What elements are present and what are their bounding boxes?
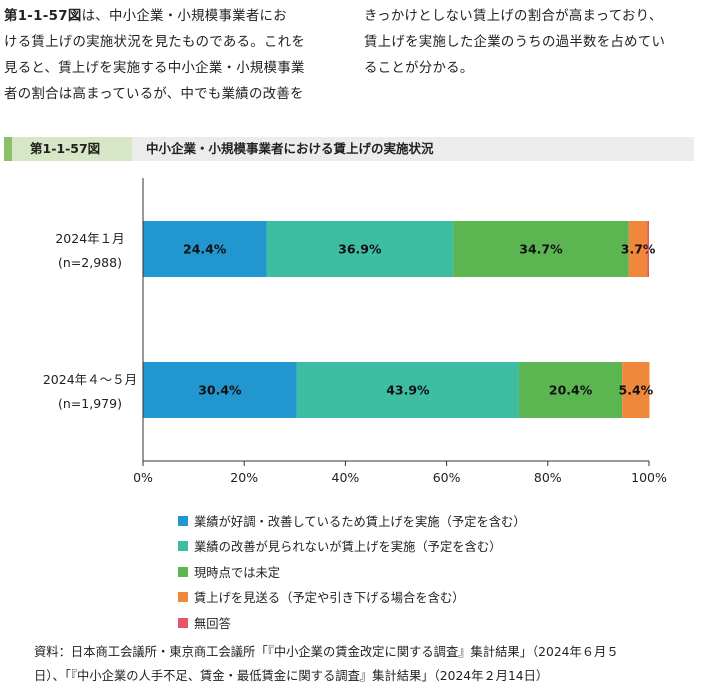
data-label: 36.9% bbox=[338, 242, 382, 257]
figure-number: 第1-1-57図 bbox=[12, 137, 132, 161]
legend-label: 業績が好調・改善しているため賃上げを実施（予定を含む） bbox=[194, 514, 526, 529]
data-label: 34.7% bbox=[519, 242, 563, 257]
legend-label: 無回答 bbox=[194, 616, 231, 631]
legend-swatch bbox=[178, 541, 188, 552]
legend-item: 無回答 bbox=[178, 610, 526, 636]
intro-right-column: きっかけとしない賃上げの割合が高まっており、 賃上げを実施した企業のうちの過半数… bbox=[364, 4, 699, 82]
title-accent bbox=[4, 137, 12, 161]
intro-line: ることが分かる。 bbox=[364, 61, 474, 76]
category-label: 2024年４～５月 bbox=[43, 372, 137, 387]
source-line: 資料：日本商工会議所・東京商工会議所「『中小企業の賃金改定に関する調査』集計結果… bbox=[34, 645, 619, 659]
data-label: 20.4% bbox=[549, 383, 593, 398]
source-note: 資料：日本商工会議所・東京商工会議所「『中小企業の賃金改定に関する調査』集計結果… bbox=[34, 640, 674, 688]
bar-segment bbox=[296, 362, 519, 418]
intro-line: 第1-1-57図は、中小企業・小規模事業者にお bbox=[4, 4, 349, 30]
bar-segment bbox=[647, 221, 649, 277]
intro-line: ける賃上げの実施状況を見たものである。これを bbox=[4, 35, 306, 50]
legend-label: 業績の改善が見られないが賃上げを実施（予定を含む） bbox=[194, 540, 502, 555]
legend-item: 業績が好調・改善しているため賃上げを実施（予定を含む） bbox=[178, 508, 526, 534]
bar-segment bbox=[628, 221, 648, 277]
legend-item: 業績の改善が見られないが賃上げを実施（予定を含む） bbox=[178, 534, 526, 560]
bar-segment bbox=[143, 362, 297, 418]
stacked-bar-chart: 24.4% 36.9% 34.7% 3.7% 2024年１月 (n=2,988) 30.4%… bbox=[43, 178, 667, 485]
x-tick-label: 100% bbox=[631, 470, 667, 485]
data-label: 43.9% bbox=[386, 383, 430, 398]
source-line: 日）、「『中小企業の人手不足、賃金・最低賃金に関する調査』集計結果」（2024年… bbox=[34, 669, 549, 683]
category-count-label: (n=1,979) bbox=[58, 396, 122, 411]
category-count-label: (n=2,988) bbox=[58, 255, 122, 270]
legend-swatch bbox=[178, 617, 188, 628]
x-tick-label: 0% bbox=[133, 470, 153, 485]
data-label: 5.4% bbox=[619, 383, 654, 398]
legend-label: 賃上げを見送る（予定や引き下げる場合を含む） bbox=[194, 591, 465, 606]
intro-line: きっかけとしない賃上げの割合が高まっており、 bbox=[364, 9, 663, 24]
chart-legend: 業績が好調・改善しているため賃上げを実施（予定を含む） 業績の改善が見られないが賃… bbox=[178, 508, 526, 636]
legend-swatch bbox=[178, 515, 188, 526]
x-tick-label: 60% bbox=[433, 470, 461, 485]
figure-reference: 第1-1-57図 bbox=[4, 9, 82, 24]
figure-title-bar: 第1-1-57図 中小企業・小規模事業者における賃上げの実施状況 bbox=[4, 137, 694, 161]
intro-line: 見ると、賃上げを実施する中小企業・小規模事業 bbox=[4, 61, 305, 76]
bar-segment bbox=[453, 221, 629, 277]
intro-text: は、中小企業・小規模事業者にお bbox=[81, 9, 287, 24]
intro-line: 者の割合は高まっているが、中でも業績の改善を bbox=[4, 87, 304, 102]
bar-segment bbox=[518, 362, 623, 418]
x-tick-label: 20% bbox=[230, 470, 258, 485]
legend-item: 賃上げを見送る（予定や引き下げる場合を含む） bbox=[178, 585, 526, 611]
bar-segment bbox=[143, 221, 267, 277]
bar-segment bbox=[622, 362, 650, 418]
legend-item: 現時点では未定 bbox=[178, 559, 526, 585]
x-tick-label: 40% bbox=[332, 470, 360, 485]
intro-line: 賃上げを実施した企業のうちの過半数を占めてい bbox=[364, 35, 666, 50]
data-label: 30.4% bbox=[198, 383, 242, 398]
data-label: 3.7% bbox=[621, 242, 656, 257]
data-label: 24.4% bbox=[183, 242, 227, 257]
x-tick-label: 80% bbox=[534, 470, 562, 485]
figure-title: 中小企業・小規模事業者における賃上げの実施状況 bbox=[146, 141, 434, 156]
bar-segment bbox=[266, 221, 454, 277]
legend-label: 現時点では未定 bbox=[194, 565, 281, 580]
category-label: 2024年１月 bbox=[55, 231, 124, 246]
intro-left-column: 第1-1-57図は、中小企業・小規模事業者にお ける賃上げの実施状況を見たもので… bbox=[4, 4, 349, 108]
legend-swatch bbox=[178, 566, 188, 577]
legend-swatch bbox=[178, 592, 188, 603]
